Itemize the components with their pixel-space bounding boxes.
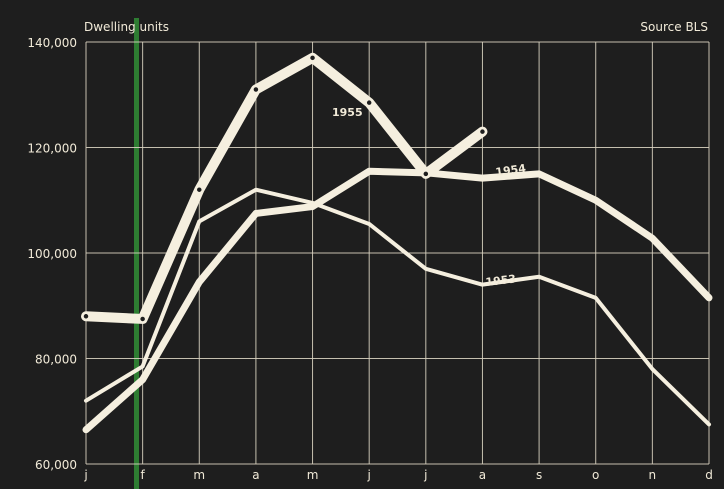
y-tick-label: 100,000 (27, 247, 77, 261)
grid-layer (85, 41, 710, 465)
x-tick-label: a (252, 468, 259, 482)
x-tick-label: f (141, 468, 146, 482)
series-line-1953 (84, 187, 711, 427)
series-point-1955 (138, 315, 147, 323)
series-point-1955 (365, 98, 373, 107)
series-line-1954 (82, 167, 713, 434)
x-tick-label: s (536, 468, 542, 482)
series-label-1954: 1954 (495, 162, 527, 179)
ticks-layer: 60,000 80,000 100,000 120,000 140,000 j f m a m j j… (27, 36, 712, 482)
series-label-1955: 1955 (332, 106, 363, 119)
x-tick-label: m (307, 468, 319, 482)
source-label: Source BLS (640, 20, 708, 34)
series-point-1955 (478, 127, 487, 136)
markers-layer (82, 54, 487, 323)
series-layer (81, 52, 713, 434)
y-tick-label: 140,000 (27, 36, 77, 50)
x-tick-label: j (83, 468, 87, 482)
series-point-1955 (308, 54, 317, 62)
x-tick-label: m (193, 468, 205, 482)
series-point-1955 (195, 185, 204, 194)
y-tick-label: 60,000 (35, 458, 77, 472)
series-label-1953: 1953 (485, 272, 517, 289)
series-point-1955 (82, 312, 90, 321)
x-tick-label: j (423, 468, 427, 482)
y-tick-label: 80,000 (35, 353, 77, 367)
x-tick-label: d (705, 468, 713, 482)
series-point-1955 (252, 85, 260, 94)
series-point-1955 (422, 170, 430, 178)
y-tick-label: 120,000 (27, 142, 77, 156)
x-tick-label: j (367, 468, 371, 482)
labels-layer: 1955 1954 1953 (332, 106, 527, 289)
x-tick-label: a (479, 468, 486, 482)
x-tick-label: n (649, 468, 657, 482)
x-tick-label: o (592, 468, 599, 482)
series-line-1955 (81, 52, 488, 324)
y-axis-label: Dwelling units (84, 20, 169, 34)
